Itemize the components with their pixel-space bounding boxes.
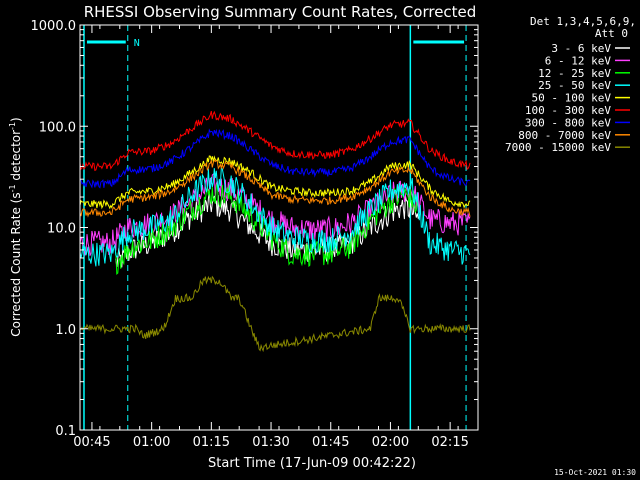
y-tick-label-0: 0.1 xyxy=(55,424,76,439)
y-tick-label-1: 1.0 xyxy=(55,323,76,338)
series-line-5 xyxy=(79,110,471,172)
series-line-7 xyxy=(79,159,471,218)
legend-header-line-1: Det 1,3,4,5,6,9, xyxy=(530,15,636,28)
legend-label-6: 300 - 800 keV xyxy=(525,116,611,129)
series-line-8 xyxy=(79,275,471,353)
y-axis-label: Corrected Count Rate (s-1 detector-1) xyxy=(8,117,23,336)
x-tick-label-2: 01:15 xyxy=(193,435,230,450)
x-tick-label-1: 01:00 xyxy=(133,435,170,450)
y-axis-label-main: Corrected Count Rate (s xyxy=(9,192,23,336)
legend-label-4: 50 - 100 keV xyxy=(532,92,612,105)
legend-header-line-2: Att 0 xyxy=(595,27,628,40)
series-line-2 xyxy=(115,183,419,275)
legend-label-0: 3 - 6 keV xyxy=(551,42,611,55)
y-tick-label-3: 100.0 xyxy=(39,120,76,135)
y-tick-label-2: 10.0 xyxy=(47,222,76,237)
legend-label-8: 7000 - 15000 keV xyxy=(505,141,611,154)
y-axis-label-mid: detector xyxy=(9,130,23,185)
y-axis-label-sup1: -1 xyxy=(8,184,17,192)
legend-label-1: 6 - 12 keV xyxy=(545,54,612,67)
legend-label-7: 800 - 7000 keV xyxy=(518,129,611,142)
legend-label-5: 100 - 300 keV xyxy=(525,104,611,117)
x-axis-label: Start Time (17-Jun-09 00:42:22) xyxy=(208,456,416,471)
x-tick-label-3: 01:30 xyxy=(252,435,289,450)
y-tick-label-4: 1000.0 xyxy=(31,19,77,34)
legend-label-2: 12 - 25 keV xyxy=(538,67,611,80)
x-tick-label-4: 01:45 xyxy=(312,435,349,450)
x-tick-label-6: 02:15 xyxy=(431,435,468,450)
night-marker-label: N xyxy=(134,38,140,49)
chart-title: RHESSI Observing Summary Count Rates, Co… xyxy=(84,3,477,21)
series-line-3 xyxy=(79,167,471,267)
series-line-4 xyxy=(79,155,471,210)
y-axis-label-sup2: -1 xyxy=(8,122,17,130)
y-axis-label-end: ) xyxy=(9,117,23,122)
plot-area: N 0.1 1.0 10.0 100.0 1000.0 00:45 01:00 01:15 01:… xyxy=(31,19,479,450)
footer-timestamp: 15-Oct-2021 01:30 xyxy=(554,468,636,477)
legend-label-3: 25 - 50 keV xyxy=(538,79,611,92)
x-tick-label-5: 02:00 xyxy=(372,435,409,450)
x-tick-label-0: 00:45 xyxy=(73,435,110,450)
series-line-6 xyxy=(79,128,471,189)
